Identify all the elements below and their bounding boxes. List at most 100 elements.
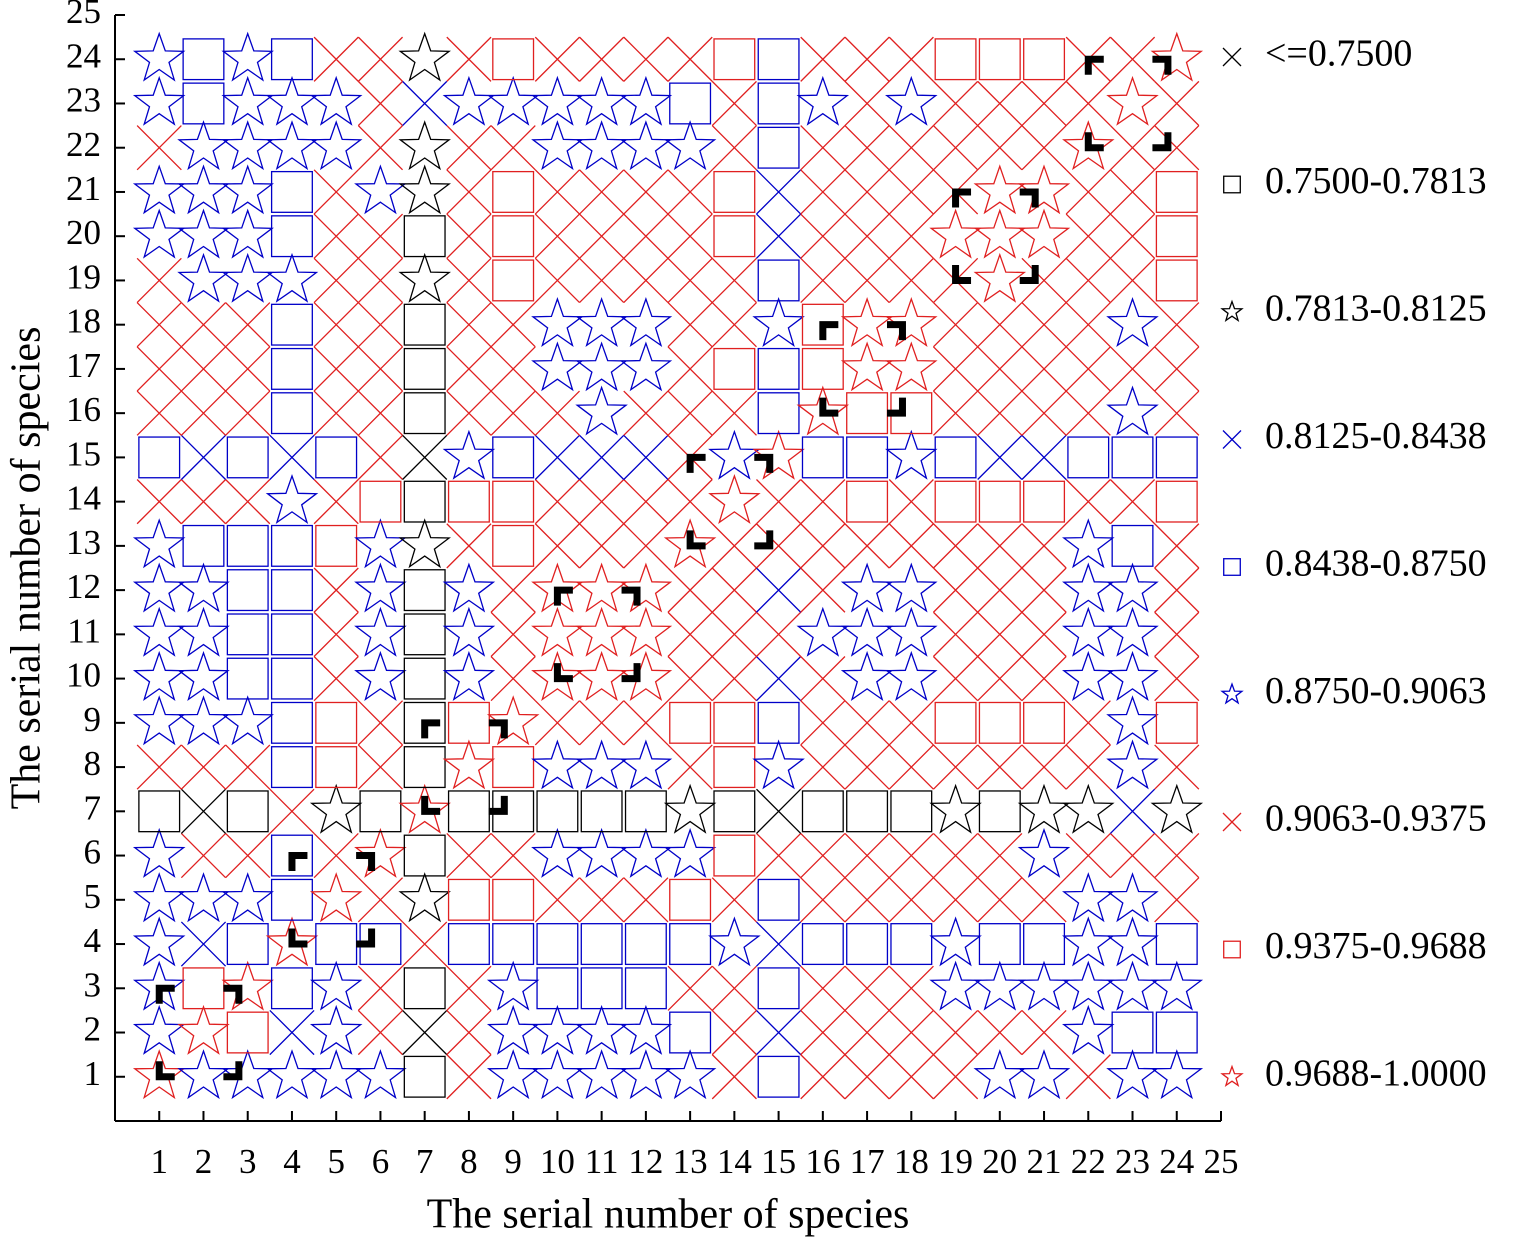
cell-marker (357, 434, 404, 480)
cell-marker (973, 960, 1027, 1011)
cell-marker (136, 125, 182, 171)
cell-marker (1021, 1009, 1067, 1056)
y-tick-label: 2 (84, 1010, 102, 1049)
cell-marker (711, 1009, 757, 1056)
y-axis-title: The serial number of species (4, 327, 50, 810)
cell-marker (619, 562, 673, 613)
cell-marker (486, 1049, 540, 1100)
cell-marker (446, 965, 492, 1011)
cell-marker (492, 436, 535, 479)
cell-marker (711, 80, 757, 127)
cell-marker (796, 606, 850, 657)
cell-marker (1021, 302, 1067, 348)
group-bracket (819, 321, 906, 417)
cell-marker (669, 701, 712, 744)
cell-marker (932, 346, 979, 392)
cell-marker (534, 36, 580, 82)
cell-marker (490, 832, 536, 879)
cell-marker (357, 346, 404, 392)
cell-marker (669, 82, 712, 125)
cell-marker (756, 611, 802, 657)
cell-marker (929, 916, 982, 967)
cell-marker (669, 923, 712, 966)
cell-marker (446, 832, 492, 879)
cell-marker (177, 1049, 230, 1100)
cell-marker (575, 385, 628, 436)
cell-marker (177, 695, 230, 746)
cell-marker (757, 126, 800, 169)
cell-marker (225, 832, 271, 879)
cell-marker (623, 877, 669, 923)
cell-marker (315, 436, 358, 479)
legend-marker (1223, 558, 1241, 576)
cell-marker (888, 213, 934, 259)
cell-marker (534, 523, 580, 569)
cell-marker (1062, 518, 1115, 569)
cell-marker (177, 606, 230, 657)
cell-marker (619, 297, 673, 348)
cell-marker (844, 1054, 890, 1100)
y-tick-label: 5 (84, 877, 102, 916)
cell-marker (402, 921, 448, 967)
cell-marker (536, 790, 579, 833)
cell-marker (713, 38, 756, 81)
cell-marker (932, 567, 979, 613)
cell-marker (492, 923, 535, 966)
cell-marker (800, 744, 846, 790)
legend-label: 0.8438-0.8750 (1265, 543, 1487, 585)
y-tick-label: 25 (66, 0, 101, 31)
cell-marker (1023, 923, 1066, 966)
cell-marker (580, 967, 623, 1010)
cell-marker (800, 257, 846, 304)
cell-marker (846, 923, 889, 966)
cell-marker (888, 479, 934, 525)
y-tick-label: 8 (84, 744, 102, 783)
cell-marker (398, 518, 451, 569)
cell-marker (708, 429, 761, 480)
cell-marker (1106, 562, 1159, 613)
legend-label: 0.7500-0.7813 (1265, 160, 1487, 202)
cell-marker (973, 252, 1027, 303)
cell-marker (446, 1009, 492, 1056)
cell-marker (579, 213, 625, 259)
cell-marker (932, 390, 979, 436)
cell-marker (357, 390, 404, 436)
cell-marker (182, 38, 225, 81)
cell-marker (1023, 701, 1066, 744)
cell-marker (1021, 567, 1067, 613)
cell-marker (800, 832, 846, 879)
cell-marker (315, 701, 358, 744)
cell-marker (1017, 827, 1071, 878)
cell-marker (447, 701, 490, 744)
cell-marker (978, 38, 1021, 81)
cell-marker (934, 701, 977, 744)
cell-marker (265, 252, 319, 303)
cell-marker (624, 790, 667, 833)
cell-marker (579, 700, 625, 746)
cell-marker (800, 567, 846, 613)
cell-marker (1154, 567, 1200, 613)
x-tick-label: 7 (416, 1142, 434, 1181)
cell-marker (932, 302, 979, 348)
cell-marker (977, 1009, 1023, 1056)
cell-marker (180, 479, 227, 525)
cell-marker (313, 257, 359, 304)
cell-marker (624, 923, 667, 966)
cell-marker (711, 567, 757, 613)
cell-marker (752, 297, 805, 348)
cell-marker (226, 1011, 269, 1054)
cell-marker (490, 302, 536, 348)
cell-marker (177, 650, 230, 702)
cell-marker (1065, 390, 1111, 436)
cell-marker (757, 878, 800, 921)
cell-marker (756, 523, 802, 569)
cell-marker (800, 1009, 846, 1056)
cell-marker (1106, 606, 1159, 657)
cell-marker (977, 346, 1023, 392)
cell-marker (623, 523, 669, 569)
group-bracket (155, 984, 243, 1081)
cell-marker (447, 878, 490, 921)
cell-marker (977, 125, 1023, 171)
